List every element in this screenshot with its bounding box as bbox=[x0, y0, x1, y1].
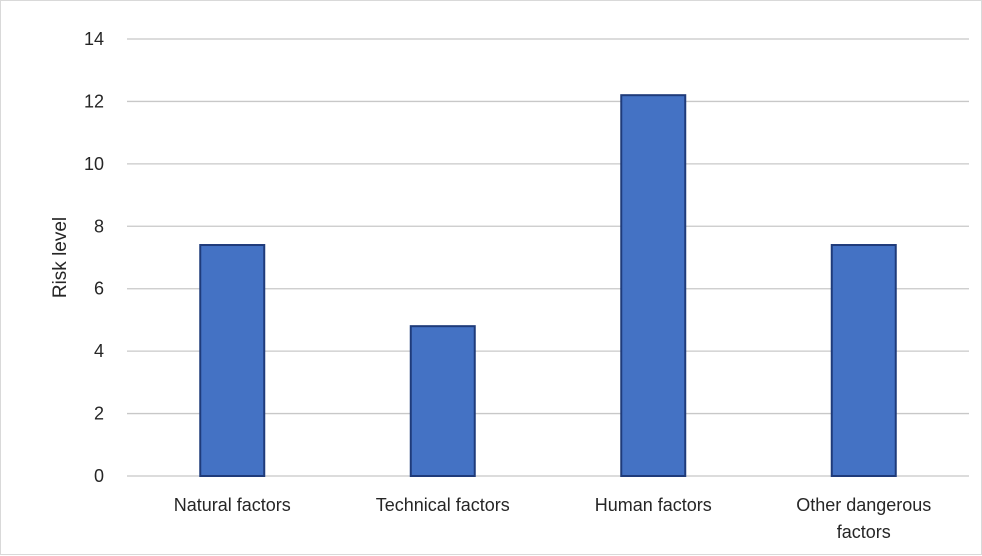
y-tick-label: 2 bbox=[94, 404, 104, 424]
x-category-label: Technical factors bbox=[376, 495, 510, 515]
y-tick-label: 12 bbox=[84, 91, 104, 111]
x-category-label-line: Human factors bbox=[595, 495, 712, 515]
y-tick-label: 8 bbox=[94, 216, 104, 236]
y-tick-label: 0 bbox=[94, 466, 104, 486]
bar bbox=[620, 94, 687, 478]
x-category-label: Other dangerous factors bbox=[796, 495, 931, 542]
bar bbox=[199, 244, 266, 477]
bar bbox=[409, 325, 476, 477]
x-category-label: Natural factors bbox=[174, 495, 291, 515]
y-tick-label: 4 bbox=[94, 341, 104, 361]
y-axis-title: Risk level bbox=[50, 217, 71, 298]
bar bbox=[830, 244, 897, 477]
y-tick-label: 14 bbox=[84, 29, 104, 49]
y-axis-tick-labels: 0 2 4 6 8 10 12 14 bbox=[84, 29, 104, 486]
x-category-label-line: factors bbox=[837, 522, 891, 542]
bars bbox=[199, 94, 897, 478]
x-axis-category-labels: Natural factors Technical factors Human fa… bbox=[174, 495, 932, 542]
x-category-label-line: Natural factors bbox=[174, 495, 291, 515]
x-category-label-line: Technical factors bbox=[376, 495, 510, 515]
x-category-label: Human factors bbox=[595, 495, 712, 515]
x-category-label-line: Other dangerous bbox=[796, 495, 931, 515]
y-tick-label: 10 bbox=[84, 154, 104, 174]
gridlines bbox=[127, 38, 969, 477]
y-tick-label: 6 bbox=[94, 279, 104, 299]
